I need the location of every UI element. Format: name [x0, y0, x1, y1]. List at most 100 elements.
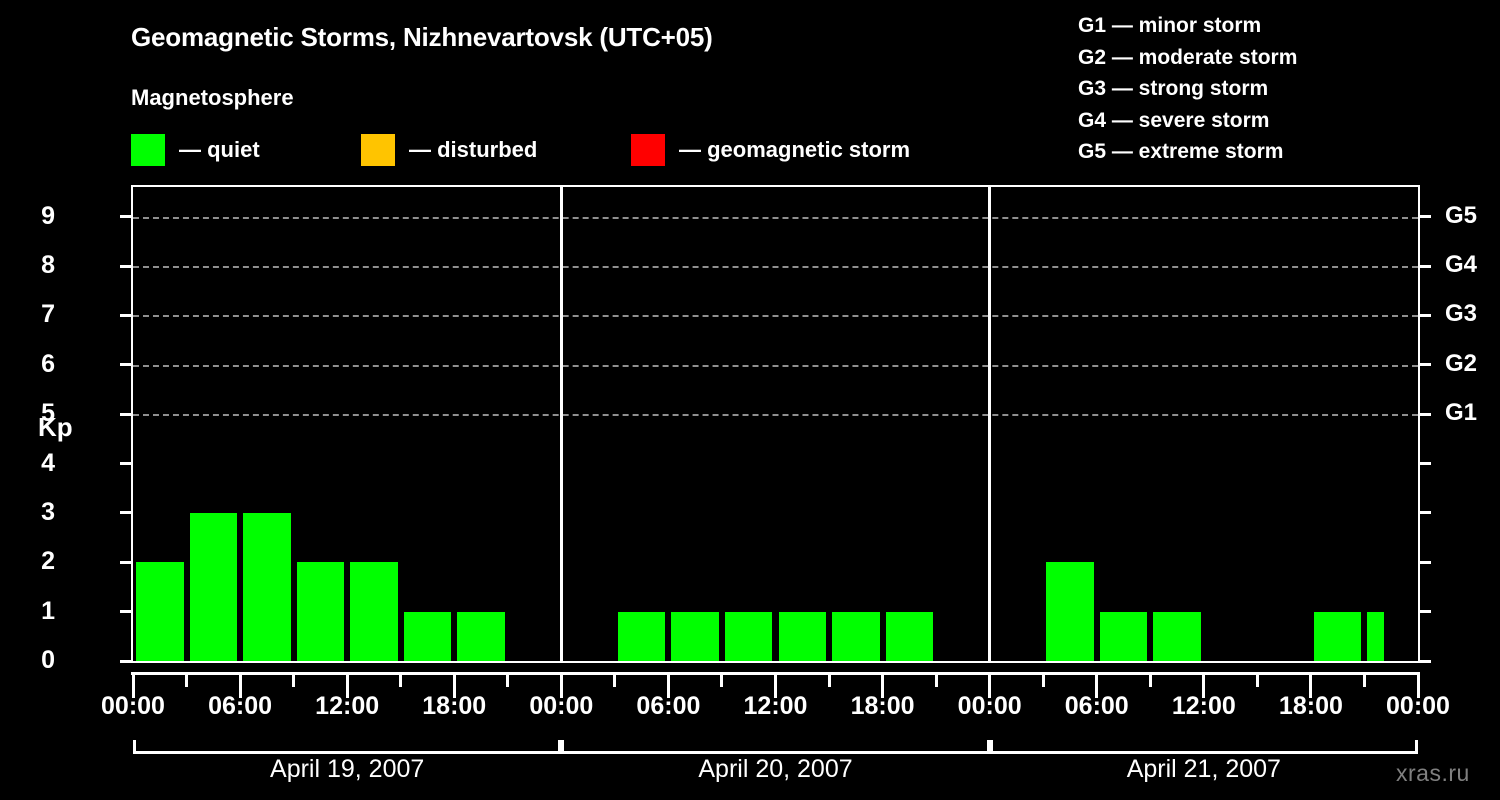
x-tick-19 — [1148, 672, 1152, 687]
y-tick-label-1: 1 — [41, 596, 55, 625]
y-tick-right-2 — [1420, 560, 1431, 564]
y-tick-left-7 — [120, 313, 131, 317]
g-scale-legend: G1 — minor storm G2 — moderate storm G3 — … — [1078, 10, 1297, 168]
g-scale-line-5: G5 — extreme storm — [1078, 140, 1284, 163]
y-tick-label-2: 2 — [41, 547, 55, 576]
legend-label-disturbed: — disturbed — [409, 137, 538, 162]
legend-heading: Magnetosphere — [131, 85, 294, 110]
x-tick-7 — [506, 672, 510, 687]
gridline-kp-5 — [133, 414, 1418, 417]
day-bracket-1 — [133, 740, 562, 754]
legend-label-quiet: — quiet — [179, 137, 260, 162]
bar-day2-slot3 — [671, 611, 719, 661]
y-axis-label: Kp — [38, 412, 73, 442]
x-tick-23 — [1362, 672, 1366, 687]
bar-day2-slot5 — [778, 611, 827, 661]
x-tick-11 — [720, 672, 724, 687]
y-tick-left-3 — [120, 511, 131, 515]
g-scale-line-3: G3 — strong storm — [1078, 77, 1269, 100]
x-tick-label-2: 12:00 — [315, 692, 380, 720]
x-tick-13 — [827, 672, 831, 687]
x-tick-0 — [131, 672, 135, 698]
bar-day3-slot3 — [1099, 611, 1148, 661]
bar-day2-slot7 — [885, 611, 934, 661]
x-tick-label-12: 00:00 — [1386, 692, 1450, 720]
x-tick-5 — [399, 672, 403, 687]
gridline-kp-8 — [133, 266, 1418, 268]
g-axis-label-G2: G2 — [1445, 349, 1478, 377]
bar-day3-slot8 — [1367, 611, 1384, 661]
g-scale-line-4: G4 — severe storm — [1078, 108, 1270, 132]
legend-item-disturbed: — disturbed — [361, 133, 537, 167]
day-divider-1 — [559, 187, 563, 661]
y-tick-right-6 — [1420, 363, 1431, 367]
x-tick-1 — [185, 672, 189, 687]
x-tick-label-6: 12:00 — [743, 692, 808, 720]
g-axis-label-G3: G3 — [1445, 300, 1478, 328]
gridline-kp-7 — [133, 315, 1418, 318]
y-tick-label-6: 6 — [41, 349, 55, 378]
y-tick-left-9 — [120, 215, 131, 219]
x-tick-label-8: 00:00 — [957, 692, 1022, 720]
x-tick-label-1: 06:00 — [208, 692, 273, 720]
x-tick-4 — [345, 672, 349, 698]
plot-inner — [133, 187, 1418, 661]
x-tick-label-10: 12:00 — [1171, 692, 1236, 720]
x-tick-label-3: 18:00 — [422, 692, 487, 720]
bar-day2-slot4 — [724, 611, 773, 661]
y-tick-left-0 — [120, 659, 131, 663]
legend-item-quiet: — quiet — [131, 133, 260, 167]
page-title: Geomagnetic Storms, Nizhnevartovsk (UTC+… — [131, 22, 713, 52]
bar-day1-slot2 — [189, 512, 238, 661]
watermark: xras.ru — [1396, 760, 1470, 786]
bar-day1-slot3 — [243, 512, 291, 661]
g-axis-label-G5: G5 — [1445, 201, 1478, 229]
gridline-kp-6 — [133, 364, 1418, 367]
bar-day3-slot2 — [1046, 562, 1094, 661]
y-tick-left-2 — [120, 560, 131, 564]
bar-day3-slot4 — [1153, 611, 1201, 661]
bar-day1-slot6 — [403, 611, 452, 661]
x-tick-22 — [1309, 672, 1313, 698]
y-tick-right-8 — [1420, 264, 1431, 268]
g-scale-line-1: G1 — minor storm — [1078, 14, 1262, 37]
legend-label-geomagnetic-storm: — geomagnetic storm — [679, 137, 911, 162]
g-scale-line-2: G2 — moderate storm — [1078, 45, 1298, 69]
y-tick-label-4: 4 — [41, 448, 55, 477]
x-tick-8 — [559, 672, 563, 698]
x-tick-6 — [452, 672, 456, 698]
y-tick-label-5: 5 — [41, 399, 55, 428]
x-tick-label-0: 00:00 — [101, 692, 165, 720]
y-tick-left-8 — [120, 264, 131, 268]
y-tick-right-4 — [1420, 462, 1431, 465]
x-tick-21 — [1255, 672, 1259, 687]
x-tick-label-4: 00:00 — [529, 692, 594, 720]
legend-swatch-geomagnetic-storm — [631, 134, 665, 166]
y-tick-right-0 — [1420, 659, 1431, 663]
day-label-1: April 19, 2007 — [270, 755, 425, 783]
y-tick-label-8: 8 — [41, 251, 55, 279]
x-tick-10 — [666, 672, 670, 698]
bar-day1-slot7 — [457, 611, 505, 661]
y-tick-right-7 — [1420, 313, 1431, 317]
x-tick-3 — [292, 672, 296, 687]
legend-swatch-quiet — [131, 134, 165, 166]
y-tick-label-3: 3 — [41, 497, 55, 526]
g-axis-label-G1: G1 — [1445, 399, 1478, 427]
bar-day1-slot5 — [350, 562, 398, 661]
bar-day3-slot7 — [1313, 611, 1362, 661]
plot-area — [131, 185, 1420, 663]
legend-item-geomagnetic-storm: — geomagnetic storm — [631, 133, 910, 167]
bar-day1-slot4 — [296, 562, 345, 661]
y-tick-label-0: 0 — [41, 646, 55, 674]
y-tick-right-5 — [1420, 412, 1431, 416]
day-divider-2 — [988, 187, 992, 661]
x-tick-24 — [1416, 672, 1420, 698]
x-tick-2 — [238, 672, 242, 698]
y-tick-left-5 — [120, 412, 131, 416]
g-axis-label-G4: G4 — [1445, 251, 1478, 278]
bar-day1-slot1 — [136, 562, 184, 661]
x-tick-label-11: 18:00 — [1278, 692, 1343, 720]
x-tick-14 — [881, 672, 885, 698]
